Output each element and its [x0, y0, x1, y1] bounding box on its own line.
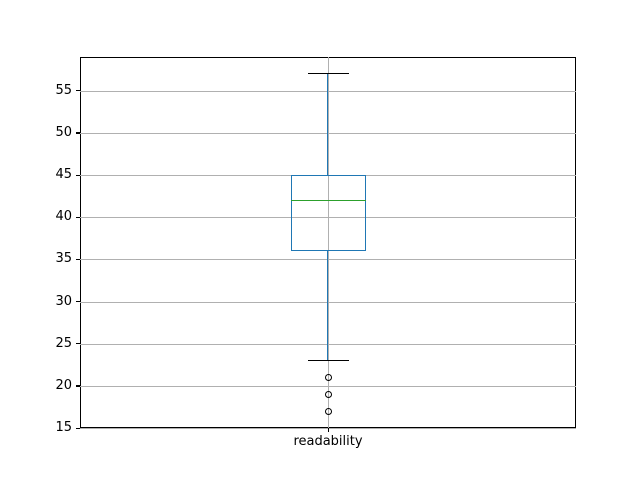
y-tick-label: 55: [55, 82, 72, 98]
y-tick-mark: [76, 258, 80, 261]
x-gridline: [328, 57, 329, 428]
iqr-box: [290, 175, 366, 251]
y-tick-label: 35: [55, 251, 72, 267]
y-tick-label: 15: [55, 420, 72, 435]
y-tick-mark: [76, 343, 80, 345]
y-tick-label: 40: [55, 209, 72, 225]
y-tick-mark: [76, 301, 80, 303]
lower-cap: [307, 359, 349, 361]
y-tick-mark: [76, 216, 80, 218]
outlier-point: [324, 407, 332, 415]
x-tick-mark: [327, 428, 329, 432]
y-tick-label: 25: [55, 335, 72, 351]
y-tick-label: 20: [55, 377, 72, 393]
y-tick-label: 50: [55, 124, 72, 140]
x-tick-label: readability: [293, 434, 363, 449]
y-tick-mark: [76, 132, 80, 134]
y-tick-mark: [76, 385, 80, 387]
y-tick-label: 45: [55, 167, 72, 183]
outlier-point: [324, 373, 332, 381]
y-tick-mark: [76, 90, 80, 92]
y-tick-label: 30: [55, 293, 72, 309]
upper-cap: [307, 73, 349, 75]
upper-whisker: [327, 73, 329, 176]
y-tick-mark: [76, 427, 80, 429]
outlier-point: [324, 390, 332, 398]
median-line: [290, 199, 366, 201]
lower-whisker: [327, 250, 329, 361]
y-tick-mark: [76, 174, 80, 176]
